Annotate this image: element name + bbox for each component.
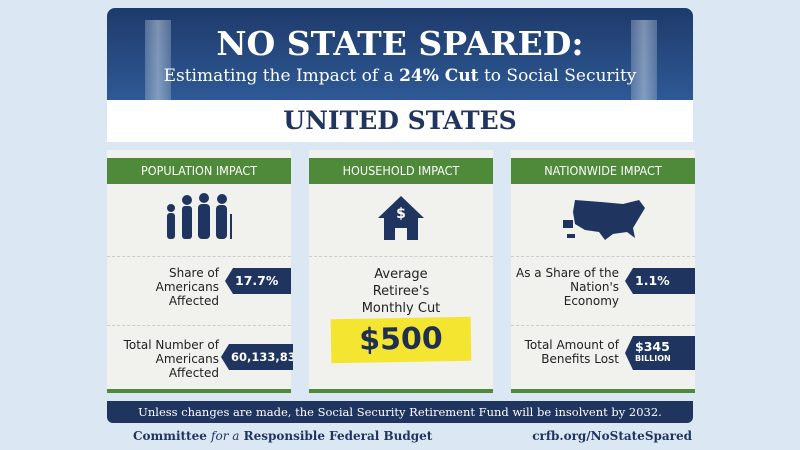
url: crfb.org/NoStateSpared [532, 429, 692, 443]
column-icon [631, 20, 657, 104]
value-tag: $345 BILLION [625, 336, 695, 370]
panel-title: HOUSEHOLD IMPACT [309, 158, 493, 184]
subtitle: Estimating the Impact of a 24% Cut to So… [107, 66, 693, 86]
org-name: Committee for a Responsible Federal Budg… [133, 429, 432, 443]
value-tag: 1.1% [625, 268, 695, 294]
us-map-icon [563, 200, 645, 240]
highlight-value: $500 [330, 316, 472, 364]
org-text: Committee [133, 429, 212, 443]
divider [309, 256, 493, 258]
value-tag: 17.7% [225, 268, 291, 294]
panel: HOUSEHOLD IMPACT $ Average Retiree's Mon… [309, 150, 493, 393]
panel: POPULATION IMPACT Share of Americans Aff… [107, 150, 293, 393]
subtitle-bold: 24% Cut [399, 66, 479, 86]
row-label: Total Number of Americans Affected [123, 338, 219, 380]
org-italic: for a [211, 429, 240, 443]
subtitle-text: Estimating the Impact of a [163, 66, 400, 86]
subtitle-text: to Social Security [478, 66, 637, 86]
people-icon [167, 193, 232, 239]
house-symbol: $ [396, 206, 406, 222]
column-icon [145, 20, 171, 104]
divider [511, 256, 695, 258]
tag-value: $345 [635, 339, 670, 354]
row-label: As a Share of the Nation's Economy [516, 266, 619, 308]
org-text: Responsible Federal Budget [239, 429, 433, 443]
value-tag: 60,133,831 [221, 344, 293, 370]
tag-unit: BILLION [635, 354, 671, 363]
divider [107, 256, 291, 258]
divider [511, 325, 695, 327]
divider [107, 325, 291, 327]
title: NO STATE SPARED: [216, 24, 584, 63]
panel: NATIONWIDE IMPACT As a Share of the Nati… [511, 150, 695, 393]
row-label: Average Retiree's Monthly Cut [361, 267, 441, 316]
row-label: Total Amount of Benefits Lost [524, 338, 619, 366]
footer-note: Unless changes are made, the Social Secu… [107, 401, 693, 423]
row-label: Share of Americans Affected [155, 266, 219, 308]
panel-title: POPULATION IMPACT [107, 158, 291, 184]
header: NO STATE SPARED: Estimating the Impact o… [107, 8, 693, 104]
region: UNITED STATES [107, 100, 693, 142]
house-icon: $ [378, 196, 424, 240]
panel-title: NATIONWIDE IMPACT [511, 158, 695, 184]
